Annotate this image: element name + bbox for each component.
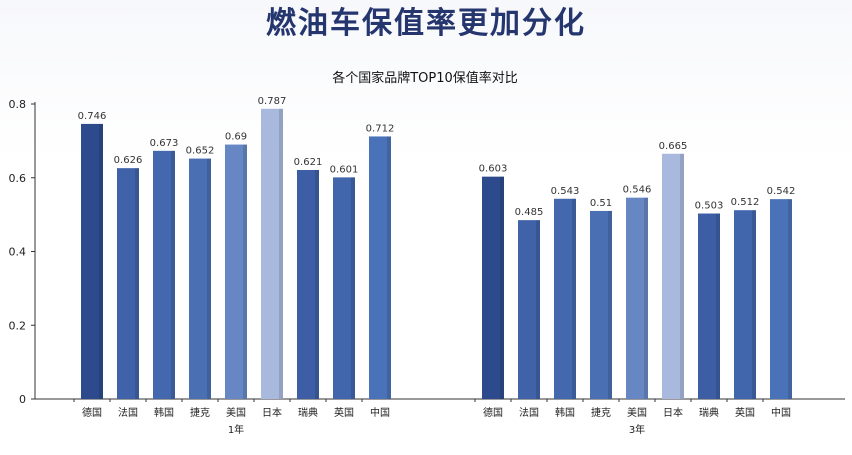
group-2-bar (554, 198, 576, 399)
group-1-category-label: 中国 (370, 406, 390, 419)
group-1-bar-shade (279, 108, 283, 399)
group-1-bar-shade (171, 150, 175, 399)
group-2-value-label: 0.546 (623, 185, 652, 196)
y-tick-label: 0.2 (9, 319, 27, 332)
group-2-value-label: 0.543 (551, 186, 580, 197)
group-2-value-label: 0.485 (515, 207, 544, 218)
group-1-value-label: 0.601 (330, 164, 359, 175)
group-2-value-label: 0.665 (659, 141, 688, 152)
bars (81, 108, 792, 399)
group-1-bar (189, 158, 211, 399)
y-tick-label: 0.4 (9, 246, 27, 259)
group-2-bar (626, 197, 648, 399)
group-2-category-label: 法国 (519, 406, 539, 419)
group-1-value-label: 0.621 (294, 157, 323, 168)
group-1-category-label: 美国 (226, 406, 246, 419)
group-1-value-label: 0.626 (114, 155, 143, 166)
group-2-category-label: 中国 (771, 406, 791, 419)
group-2-bar-shade (716, 213, 720, 399)
group-2-value-label: 0.51 (590, 198, 612, 209)
group-1-bar (369, 136, 391, 399)
group-2-group-label: 3年 (629, 423, 645, 436)
group-2-bar (734, 210, 756, 399)
y-tick-label: 0.6 (9, 172, 27, 185)
group-1-value-label: 0.787 (258, 96, 287, 107)
group-2-value-label: 0.542 (767, 186, 796, 197)
group-1-bar (81, 123, 103, 399)
group-2-value-label: 0.503 (695, 201, 724, 212)
group-1-category-label: 法国 (118, 406, 138, 419)
labels: 0.746 德国 0.626 法国 0.673 韩国 0.652 捷克 0.69 美国 0.787 日… (78, 96, 796, 436)
group-2-category-label: 韩国 (555, 406, 575, 419)
group-1-category-label: 韩国 (154, 406, 174, 419)
group-1-bar-shade (135, 168, 139, 399)
group-2-bar (770, 199, 792, 399)
group-1-value-label: 0.652 (186, 146, 215, 157)
group-2-bar (590, 210, 612, 399)
group-2-bar-shade (788, 199, 792, 399)
group-1-bar (297, 170, 319, 399)
group-2-category-label: 英国 (735, 406, 755, 419)
group-1-bar (117, 168, 139, 399)
group-1-value-label: 0.673 (150, 138, 179, 149)
group-1-category-label: 日本 (262, 406, 282, 419)
group-2-bar-shade (752, 210, 756, 399)
chart-title: 各个国家品牌TOP10保值率对比 (332, 70, 518, 86)
group-2-category-label: 捷克 (591, 406, 611, 419)
group-1-value-label: 0.69 (225, 132, 247, 143)
group-2-value-label: 0.603 (479, 164, 508, 175)
group-2-bar (662, 153, 684, 399)
group-2-bar (518, 220, 540, 399)
y-tick-label: 0.8 (9, 98, 27, 111)
group-2-bar-shade (644, 197, 648, 399)
group-1-category-label: 捷克 (190, 406, 210, 419)
group-2-category-label: 美国 (627, 406, 647, 419)
group-2-bar-shade (500, 176, 504, 399)
group-1-bar (153, 150, 175, 399)
group-1-bar (261, 108, 283, 399)
group-1-value-label: 0.712 (366, 123, 395, 134)
group-1-bar-shade (387, 136, 391, 399)
group-2-bar (698, 213, 720, 399)
group-1-group-label: 1年 (228, 423, 244, 436)
group-2-category-label: 瑞典 (699, 406, 719, 419)
group-1-category-label: 德国 (82, 406, 102, 419)
group-1-bar-shade (243, 144, 247, 399)
group-2-category-label: 德国 (483, 406, 503, 419)
group-2-bar-shade (608, 210, 612, 399)
y-tick-label: 0 (19, 393, 26, 406)
group-2-value-label: 0.512 (731, 197, 760, 208)
group-2-bar-shade (572, 198, 576, 399)
group-1-value-label: 0.746 (78, 111, 107, 122)
group-1-bar-shade (99, 123, 103, 399)
group-2-bar-shade (680, 153, 684, 399)
group-2-bar-shade (536, 220, 540, 399)
group-1-category-label: 英国 (334, 406, 354, 419)
group-2-category-label: 日本 (663, 406, 683, 419)
group-1-bar-shade (315, 170, 319, 399)
group-1-bar-shade (351, 177, 355, 399)
group-1-bar (333, 177, 355, 399)
slide-title: 燃油车保值率更加分化 (266, 6, 586, 41)
group-1-bar (225, 144, 247, 399)
group-1-bar-shade (207, 158, 211, 399)
group-2-bar (482, 176, 504, 399)
group-1-category-label: 瑞典 (298, 406, 318, 419)
